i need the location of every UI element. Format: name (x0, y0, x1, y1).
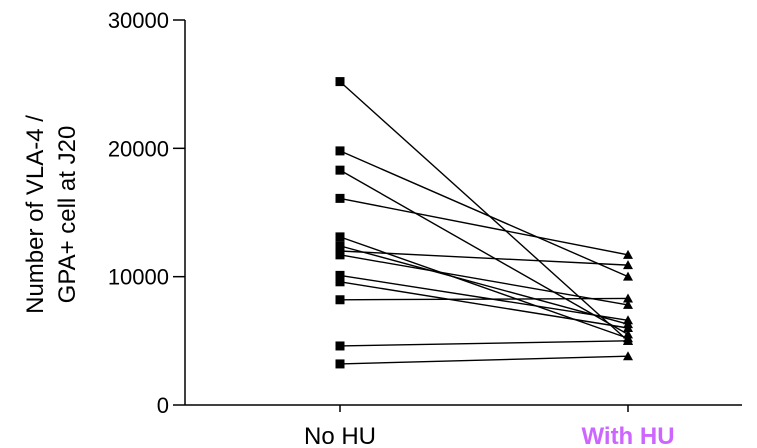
x-category-labels: No HU With HU (304, 423, 675, 448)
triangle-marker (623, 271, 633, 281)
pair-line (339, 250, 629, 266)
pair-line (339, 297, 629, 301)
x-category-label: With HU (581, 423, 674, 448)
pair-line (339, 197, 629, 256)
square-marker (335, 146, 345, 156)
square-marker (335, 232, 345, 242)
pair-line (339, 254, 629, 306)
triangle-marker (623, 351, 633, 361)
y-axis-title-line: Number of VLA-4 / (22, 115, 49, 314)
pair-line (339, 281, 629, 329)
square-marker (335, 270, 345, 280)
y-tick-label: 10000 (108, 265, 169, 290)
pair-line (339, 355, 629, 365)
y-tick-label: 0 (157, 393, 169, 418)
x-category-label: No HU (304, 423, 376, 448)
square-marker (335, 77, 345, 87)
y-tick-label: 20000 (108, 136, 169, 161)
y-ticks: 0 10000 20000 30000 (108, 8, 185, 418)
triangle-marker (623, 335, 633, 345)
pair-line (339, 81, 629, 342)
markers (335, 77, 633, 369)
square-marker (335, 165, 345, 175)
y-axis-title: Number of VLA-4 /GPA+ cell at J20 (22, 115, 81, 314)
pair-line (339, 274, 629, 321)
square-marker (335, 277, 345, 287)
square-marker (335, 193, 345, 203)
pair-line (339, 169, 629, 336)
square-marker (335, 241, 345, 251)
square-marker (335, 359, 345, 369)
y-axis-title-line: GPA+ cell at J20 (54, 126, 81, 304)
square-marker (335, 295, 345, 305)
square-marker (335, 341, 345, 351)
triangle-marker (623, 249, 633, 259)
pair-lines (339, 81, 629, 365)
triangle-marker (623, 293, 633, 303)
pair-line (339, 245, 629, 325)
triangle-marker (623, 315, 633, 325)
pair-line (339, 340, 629, 347)
y-tick-label: 30000 (108, 8, 169, 33)
axes (184, 20, 742, 412)
triangle-marker (623, 260, 633, 270)
triangle-marker (623, 323, 633, 332)
square-marker (335, 250, 345, 260)
triangle-marker (623, 299, 633, 309)
pair-line (339, 150, 629, 278)
